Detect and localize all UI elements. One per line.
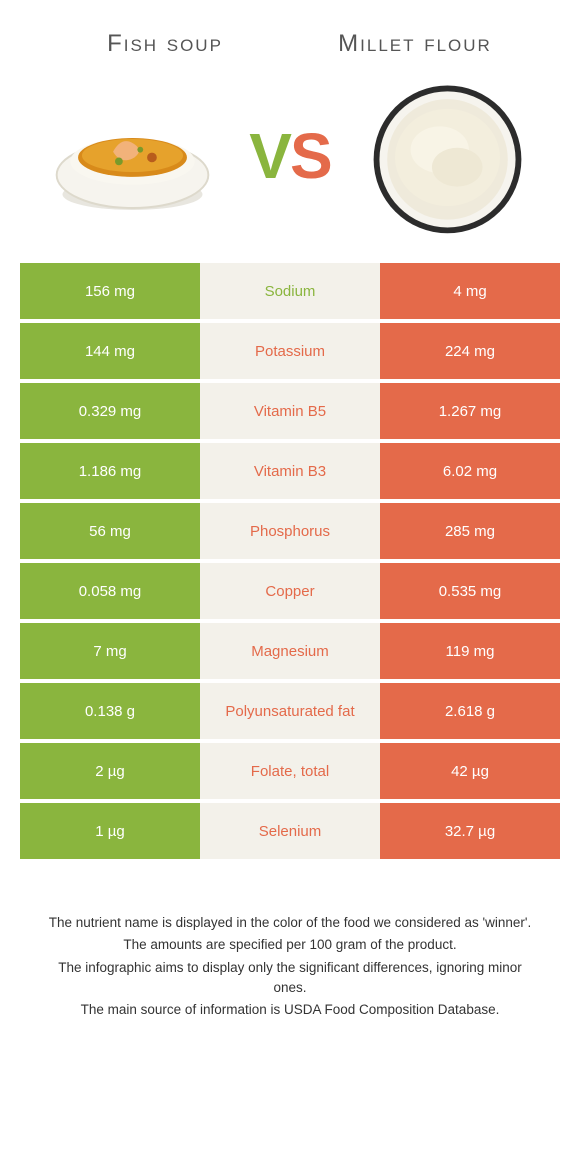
table-row: 1 µgSelenium32.7 µg [20, 803, 560, 859]
flour-bowl-icon [360, 68, 535, 243]
left-value: 0.138 g [20, 683, 200, 739]
table-row: 156 mgSodium4 mg [20, 263, 560, 319]
nutrient-name: Selenium [200, 803, 380, 859]
table-row: 0.058 mgCopper0.535 mg [20, 563, 560, 619]
left-value: 2 µg [20, 743, 200, 799]
right-title: Millet flour [290, 30, 540, 58]
images-row: VS [0, 68, 580, 263]
table-row: 144 mgPotassium224 mg [20, 323, 560, 379]
right-value: 119 mg [380, 623, 560, 679]
left-value: 1.186 mg [20, 443, 200, 499]
vs-v: V [249, 120, 290, 192]
nutrient-name: Folate, total [200, 743, 380, 799]
vs-s: S [290, 120, 331, 192]
left-title-col: Fish soup [40, 30, 290, 58]
left-title: Fish soup [40, 30, 290, 58]
footer-line-3: The infographic aims to display only the… [40, 958, 540, 999]
footer-line-4: The main source of information is USDA F… [40, 1000, 540, 1020]
nutrient-name: Magnesium [200, 623, 380, 679]
right-value: 32.7 µg [380, 803, 560, 859]
table-row: 7 mgMagnesium119 mg [20, 623, 560, 679]
right-value: 4 mg [380, 263, 560, 319]
right-title-col: Millet flour [290, 30, 540, 58]
nutrient-name: Phosphorus [200, 503, 380, 559]
right-value: 2.618 g [380, 683, 560, 739]
table-row: 56 mgPhosphorus285 mg [20, 503, 560, 559]
footer-line-2: The amounts are specified per 100 gram o… [40, 935, 540, 955]
table-row: 2 µgFolate, total42 µg [20, 743, 560, 799]
footer-line-1: The nutrient name is displayed in the co… [40, 913, 540, 933]
nutrient-name: Sodium [200, 263, 380, 319]
soup-bowl-icon [45, 68, 220, 243]
nutrient-name: Vitamin B5 [200, 383, 380, 439]
titles-row: Fish soup Millet flour [0, 0, 580, 68]
footer-notes: The nutrient name is displayed in the co… [0, 863, 580, 1042]
right-value: 1.267 mg [380, 383, 560, 439]
fish-soup-image [45, 68, 220, 243]
right-value: 224 mg [380, 323, 560, 379]
nutrient-name: Vitamin B3 [200, 443, 380, 499]
left-value: 7 mg [20, 623, 200, 679]
left-value: 144 mg [20, 323, 200, 379]
left-value: 0.058 mg [20, 563, 200, 619]
vs-label: VS [249, 119, 330, 193]
nutrient-table: 156 mgSodium4 mg144 mgPotassium224 mg0.3… [20, 263, 560, 859]
right-value: 285 mg [380, 503, 560, 559]
left-value: 156 mg [20, 263, 200, 319]
table-row: 1.186 mgVitamin B36.02 mg [20, 443, 560, 499]
left-value: 1 µg [20, 803, 200, 859]
table-row: 0.138 gPolyunsaturated fat2.618 g [20, 683, 560, 739]
right-value: 0.535 mg [380, 563, 560, 619]
nutrient-name: Potassium [200, 323, 380, 379]
table-row: 0.329 mgVitamin B51.267 mg [20, 383, 560, 439]
left-value: 56 mg [20, 503, 200, 559]
nutrient-name: Polyunsaturated fat [200, 683, 380, 739]
millet-flour-image [360, 68, 535, 243]
right-value: 6.02 mg [380, 443, 560, 499]
right-value: 42 µg [380, 743, 560, 799]
nutrient-name: Copper [200, 563, 380, 619]
left-value: 0.329 mg [20, 383, 200, 439]
